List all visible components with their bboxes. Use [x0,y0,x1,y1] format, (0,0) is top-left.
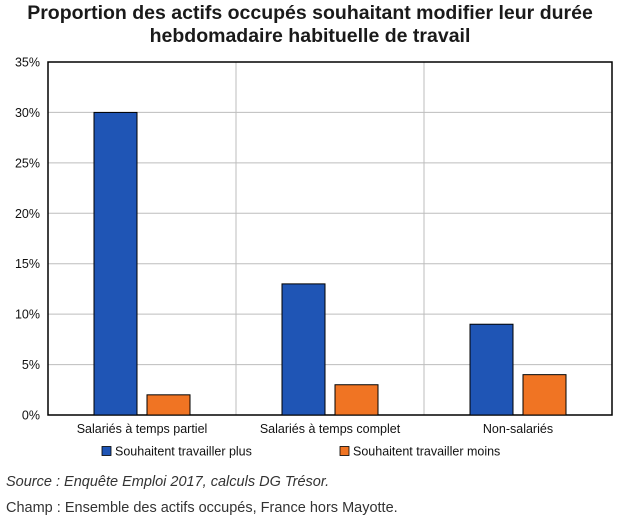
y-tick-label: 20% [15,207,40,221]
legend-swatch [339,446,350,456]
x-category-label: Salariés à temps partiel [77,422,208,436]
chart-title: Proportion des actifs occupés souhaitant… [0,2,620,48]
x-category-label: Non-salariés [483,422,553,436]
source-note: Source : Enquête Emploi 2017, calculs DG… [6,474,330,490]
bar-chart: 0% 5% 10% 15% 20% 25% 30% 35% Salariés à temps p… [15,56,613,459]
bar-travailler-plus [281,283,326,416]
y-tick-label: 10% [15,308,40,322]
chart-title-line-1: Proportion des actifs occupés souhaitant… [27,2,593,24]
bar-travailler-moins [522,374,567,416]
x-category-label: Salariés à temps complet [260,422,401,436]
bar-travailler-moins [334,384,379,416]
y-tick-label: 5% [22,358,40,372]
legend-label: Souhaitent travailler moins [353,445,500,459]
legend-swatch [101,446,112,456]
champ-note: Champ : Ensemble des actifs occupés, Fra… [6,500,398,516]
legend-label: Souhaitent travailler plus [115,445,252,459]
chart-title-line-2: hebdomadaire habituelle de travail [149,25,471,47]
bar-travailler-moins [146,394,191,416]
y-tick-label: 30% [15,106,40,120]
bar-travailler-plus [93,111,138,416]
bar-travailler-plus [469,323,514,416]
y-tick-label: 15% [15,257,40,271]
plot-frame [47,61,613,416]
y-tick-label: 0% [22,409,40,423]
y-tick-label: 25% [15,156,40,170]
y-tick-label: 35% [15,56,40,70]
